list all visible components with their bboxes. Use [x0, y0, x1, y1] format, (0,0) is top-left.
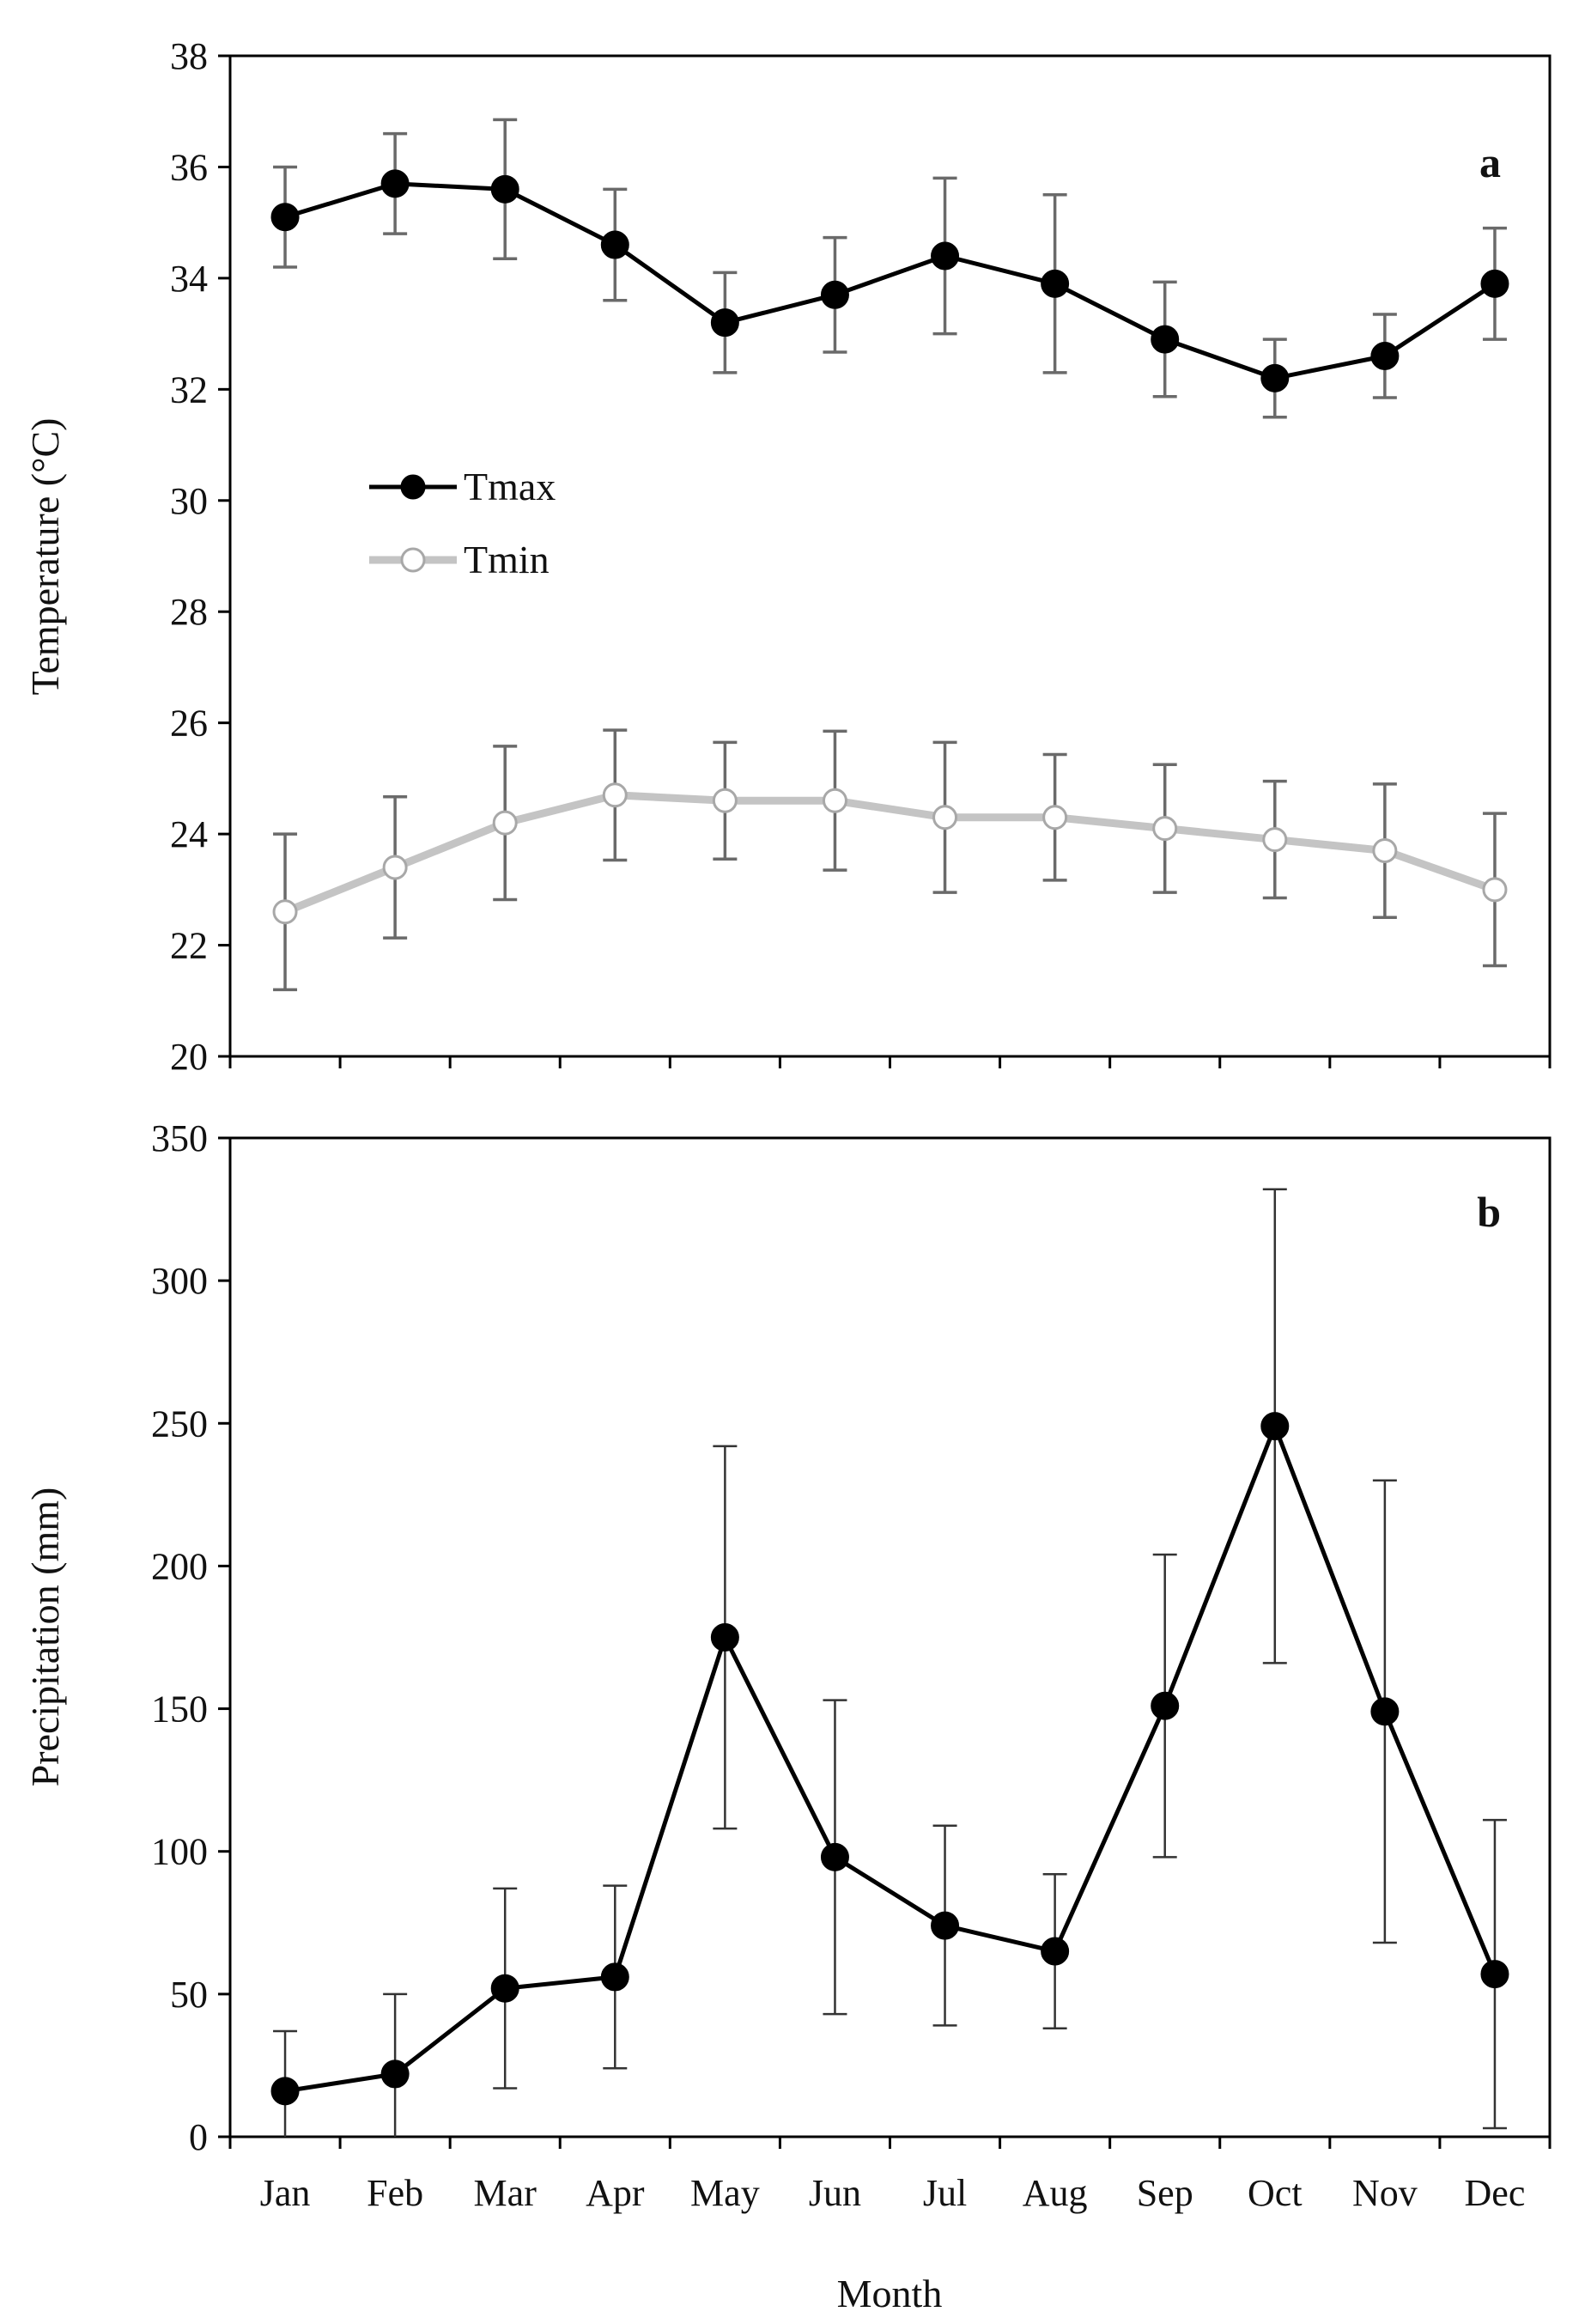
- legend-tmin-marker: [400, 547, 426, 573]
- legend-tmin-label: Tmin: [464, 538, 550, 581]
- y-tick-label-100: 100: [151, 1831, 208, 1873]
- tmax-point-feb: [380, 169, 410, 198]
- x-tick-label-feb: Feb: [367, 2172, 423, 2214]
- tmin-point-may: [712, 788, 738, 813]
- panel-b-label: b: [1477, 1188, 1501, 1236]
- precipitation-point-nov: [1370, 1697, 1400, 1726]
- tmax-point-jan: [270, 203, 300, 232]
- y-tick-label-34: 34: [170, 258, 208, 300]
- y-tick-label-24: 24: [170, 813, 208, 855]
- panel-a-y-ticks: 20 22 24 26 28 30 32 34 36 38: [170, 35, 230, 1078]
- x-tick-label-jan: Jan: [260, 2172, 311, 2214]
- tmax-point-oct: [1260, 363, 1290, 392]
- panel-a-series-lines: [283, 181, 1497, 916]
- tmax-point-aug: [1041, 269, 1070, 298]
- precipitation-point-jul: [931, 1911, 960, 1940]
- precipitation-point-oct: [1260, 1412, 1290, 1441]
- y-tick-label-20: 20: [170, 1036, 208, 1078]
- x-tick-label-aug: Aug: [1023, 2172, 1088, 2214]
- tmax-point-mar: [490, 174, 519, 204]
- x-axis-title: Month: [837, 2272, 943, 2315]
- precipitation-point-apr: [600, 1962, 629, 1992]
- tmin-point-sep: [1152, 816, 1178, 842]
- tmin-point-mar: [492, 810, 518, 836]
- y-tick-label-26: 26: [170, 703, 208, 745]
- tmax-point-sep: [1151, 325, 1180, 354]
- tmax-point-jun: [820, 280, 849, 309]
- y-tick-label-30: 30: [170, 480, 208, 522]
- panel-a-y-axis-title: Temperature (°C): [23, 418, 67, 696]
- x-tick-label-jun: Jun: [809, 2172, 861, 2214]
- x-tick-label-nov: Nov: [1352, 2172, 1418, 2214]
- panel-b-error-bars: [273, 1188, 1507, 2137]
- tmin-point-dec: [1482, 877, 1508, 903]
- y-tick-label-200: 200: [151, 1545, 208, 1587]
- x-tick-label-may: May: [690, 2172, 760, 2214]
- precipitation-line: [284, 1424, 1497, 2094]
- tmin-point-jun: [822, 788, 847, 813]
- panel-a-error-bars: [273, 118, 1507, 992]
- y-tick-label-22: 22: [170, 925, 208, 967]
- tmin-line: [283, 791, 1497, 916]
- panel-b: 0 50 100 150 200 250 300 350 Jan Feb Mar Apr May Jun…: [23, 1117, 1552, 2315]
- tmin-point-jan: [272, 899, 298, 925]
- x-tick-label-jul: Jul: [923, 2172, 967, 2214]
- legend-tmax-marker: [400, 474, 426, 500]
- legend: Tmax Tmin: [369, 465, 556, 581]
- y-tick-label-36: 36: [170, 146, 208, 188]
- tmax-point-jul: [931, 241, 960, 271]
- precipitation-point-jan: [270, 2077, 300, 2106]
- y-tick-label-32: 32: [170, 368, 208, 411]
- tmin-point-aug: [1042, 805, 1068, 830]
- panel-b-series-lines: [284, 1424, 1497, 2094]
- panel-b-x-ticks: Jan Feb Mar Apr May Jun Jul Aug Sep Oct Nov Dec: [228, 2137, 1552, 2214]
- panel-a-x-ticks: [228, 1056, 1552, 1068]
- tmax-line: [284, 181, 1497, 380]
- tmin-point-feb: [382, 855, 408, 880]
- tmax-point-nov: [1370, 342, 1400, 370]
- y-tick-label-28: 28: [170, 591, 208, 633]
- precipitation-point-feb: [380, 2059, 410, 2089]
- y-tick-label-300: 300: [151, 1260, 208, 1302]
- panel-b-plot-frame: [228, 1136, 1552, 2138]
- precipitation-point-aug: [1041, 1937, 1070, 1966]
- legend-tmax-label: Tmax: [464, 465, 556, 508]
- x-tick-label-apr: Apr: [586, 2172, 645, 2214]
- tmin-point-oct: [1262, 827, 1288, 853]
- y-tick-label-150: 150: [151, 1688, 208, 1731]
- precipitation-point-may: [710, 1623, 739, 1652]
- tmin-point-jul: [932, 805, 958, 830]
- panel-b-y-axis-title: Precipitation (mm): [23, 1487, 67, 1787]
- x-tick-label-dec: Dec: [1465, 2172, 1526, 2214]
- y-tick-label-0: 0: [189, 2116, 208, 2158]
- tmax-point-dec: [1480, 269, 1509, 298]
- y-tick-label-250: 250: [151, 1402, 208, 1445]
- precipitation-point-sep: [1151, 1691, 1180, 1720]
- x-tick-label-mar: Mar: [474, 2172, 537, 2214]
- panel-b-y-ticks: 0 50 100 150 200 250 300 350: [151, 1117, 230, 2158]
- panel-a-points: [270, 169, 1509, 925]
- precipitation-point-mar: [490, 1974, 519, 2003]
- panel-a-label: a: [1479, 138, 1501, 186]
- y-tick-label-350: 350: [151, 1117, 208, 1159]
- tmax-point-apr: [600, 230, 629, 259]
- panel-b-points: [270, 1412, 1509, 2106]
- tmax-point-may: [710, 308, 739, 338]
- precipitation-point-dec: [1480, 1960, 1509, 1989]
- y-tick-label-38: 38: [170, 35, 208, 77]
- tmin-point-nov: [1372, 838, 1398, 864]
- tmin-point-apr: [602, 782, 628, 808]
- y-tick-label-50: 50: [170, 1974, 208, 2016]
- precipitation-point-jun: [820, 1842, 849, 1871]
- x-tick-label-sep: Sep: [1137, 2172, 1193, 2214]
- x-tick-label-oct: Oct: [1248, 2172, 1303, 2214]
